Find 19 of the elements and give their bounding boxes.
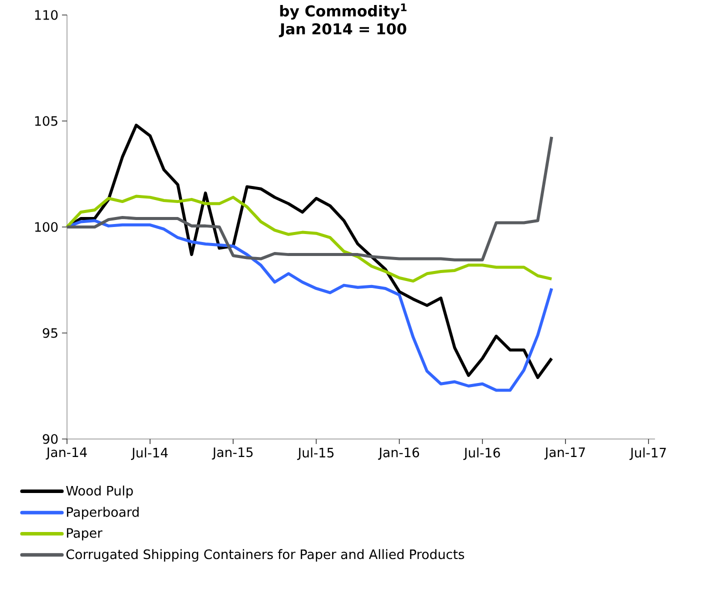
y-tick-label: 100: [35, 222, 58, 232]
y-tick-label: 90: [42, 434, 58, 444]
x-tick-label: Jul-14: [131, 448, 168, 460]
y-tick-label: 95: [42, 328, 58, 338]
text: Jan 2014 = 100: [278, 23, 406, 38]
x-tick-label: Jan-16: [378, 448, 420, 460]
chart-title: by Commodity$^{1}$: [280, 4, 407, 20]
legend-label: Paper: [66, 528, 102, 540]
x-tick-label: Jan-15: [212, 448, 253, 460]
legend-label: Paperboard: [66, 506, 139, 520]
x-tick-label: Jul-17: [629, 448, 666, 460]
x-tick-label: Jul-16: [463, 448, 500, 460]
y-tick-label: 110: [35, 10, 58, 20]
y-tick-label: 105: [35, 116, 58, 126]
x-tick-label: Jan-17: [544, 448, 585, 460]
legend-label: Corrugated Shipping Containers for Paper and Allied Products: [66, 549, 464, 562]
x-tick-label: Jan-14: [46, 448, 87, 460]
legend-label: Wood Pulp: [66, 486, 133, 498]
x-tick-label: Jul-15: [297, 448, 334, 460]
